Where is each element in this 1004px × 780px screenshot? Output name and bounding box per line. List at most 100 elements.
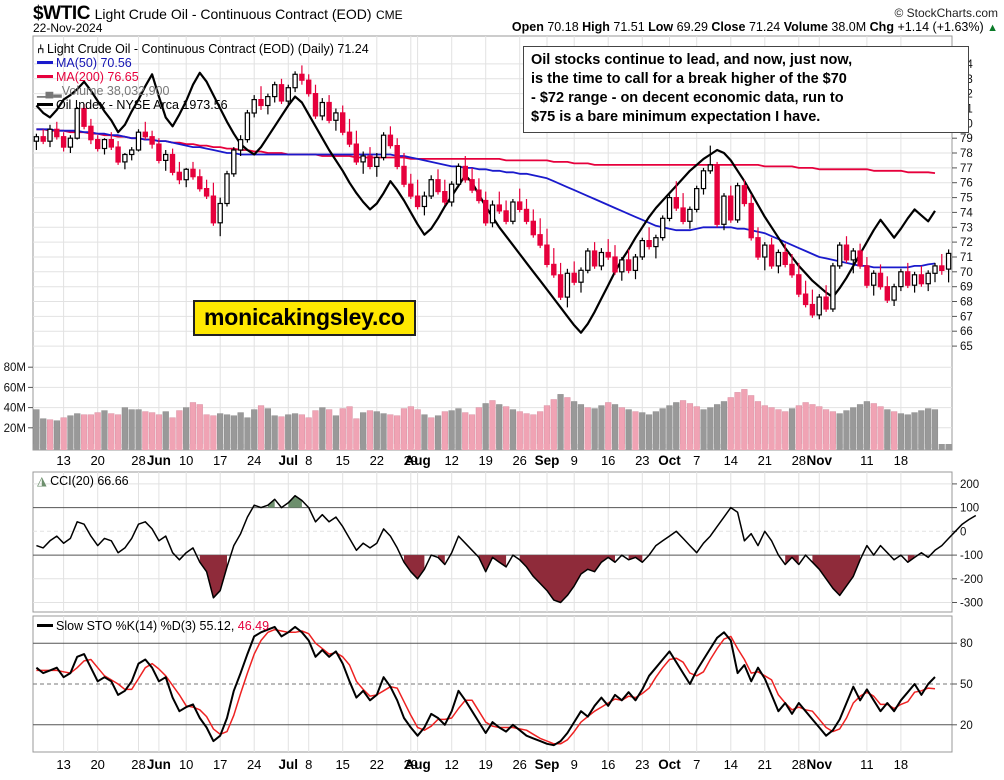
- sto-axis-label: 20: [960, 720, 973, 732]
- volume-bar: [264, 408, 271, 449]
- x-axis-date-label: Jun: [147, 757, 171, 772]
- volume-bar: [503, 406, 510, 449]
- candle-body: [748, 202, 754, 239]
- timeline-tick: [598, 444, 605, 450]
- volume-bar: [149, 412, 156, 449]
- volume-bar: [441, 411, 448, 449]
- x-axis-date-label: Nov: [807, 757, 833, 772]
- volume-bar: [121, 407, 128, 449]
- timeline-tick: [496, 444, 503, 450]
- timeline-tick: [475, 444, 482, 450]
- x-axis-date-label: 19: [478, 757, 492, 772]
- candle-body: [54, 128, 60, 138]
- volume-bar: [217, 413, 224, 449]
- volume-bar: [795, 405, 802, 449]
- candle-body: [299, 73, 305, 81]
- timeline-tick: [169, 444, 176, 450]
- candle-body: [380, 134, 387, 159]
- candle-body: [448, 183, 455, 203]
- candle-body: [387, 134, 394, 147]
- price-axis-label: 78: [960, 148, 973, 160]
- volume-bar: [816, 406, 823, 449]
- volume-bar: [679, 400, 687, 449]
- x-axis-date-label: 9: [571, 453, 578, 468]
- cci-panel: [32, 471, 953, 613]
- open-value: 70.18: [547, 20, 579, 34]
- timeline-tick: [40, 444, 47, 450]
- volume-bar: [611, 404, 619, 449]
- candle-body: [639, 240, 646, 258]
- cci-panel-legend: ◮ CCI(20) 66.66: [37, 474, 129, 488]
- timeline-tick: [60, 444, 67, 450]
- legend-cci-label: CCI(20) 66.66: [50, 474, 129, 488]
- candle-body: [115, 146, 121, 163]
- annotation-callout: Oil stocks continue to lead, and now, ju…: [523, 46, 969, 133]
- timeline-tick: [135, 444, 142, 450]
- timeline-tick: [720, 444, 727, 450]
- candle-body: [768, 244, 775, 267]
- stockcharts-brand: © StockCharts.com: [894, 6, 998, 20]
- volume-axis-label: 80M: [4, 362, 26, 374]
- timeline-tick: [897, 444, 904, 450]
- volume-bar: [700, 409, 707, 449]
- legend-series-title: Light Crude Oil - Continuous Contract (E…: [47, 42, 369, 56]
- x-axis-date-label: 20: [90, 453, 104, 468]
- volume-bar: [278, 416, 285, 449]
- x-axis-date-label: Oct: [658, 757, 681, 772]
- timeline-tick: [863, 444, 870, 450]
- candle-body: [67, 137, 74, 148]
- volume-bar: [94, 412, 101, 449]
- volume-bar: [434, 415, 442, 449]
- cci-axis-label: -100: [960, 550, 983, 562]
- ma50-color-swatch: [37, 61, 53, 65]
- candle-body: [557, 274, 564, 298]
- candlestick-series: [33, 65, 952, 320]
- timeline-tick: [414, 444, 421, 450]
- sto-panel-legend: Slow STO %K(14) %D(3) 55.12, 46.49: [37, 619, 269, 633]
- volume-bar: [87, 414, 94, 449]
- candle-body: [612, 256, 618, 273]
- volume-bar: [911, 412, 918, 449]
- timeline-tick: [380, 444, 387, 450]
- candle-body: [292, 73, 298, 89]
- timeline-tick: [823, 444, 830, 450]
- x-axis-date-label: 15: [335, 453, 349, 468]
- quote-date: 22-Nov-2024: [33, 21, 103, 35]
- volume-bar: [768, 407, 775, 449]
- volume-axis-label: 60M: [4, 382, 26, 394]
- candle-body: [680, 207, 686, 222]
- candle-body: [823, 296, 829, 310]
- cci-area-icon: ◮: [37, 474, 47, 488]
- legend-ma50-row: MA(50) 70.56: [37, 56, 369, 70]
- candle-body: [435, 179, 441, 193]
- legend-volume-label: Volume 38,032,900: [61, 84, 170, 98]
- candle-body: [775, 251, 782, 267]
- candle-body: [217, 202, 223, 224]
- volume-bar: [543, 405, 551, 449]
- price-axis-label: 70: [960, 267, 973, 279]
- timeline-tick: [931, 444, 938, 450]
- candle-body: [516, 201, 523, 211]
- timeline-tick: [523, 444, 530, 450]
- volume-bar: [693, 406, 700, 449]
- volume-bar: [741, 389, 748, 449]
- candle-body: [108, 139, 114, 148]
- volume-bar: [108, 413, 115, 449]
- x-axis-date-label: 10: [179, 453, 193, 468]
- x-axis-date-label: 7: [693, 453, 700, 468]
- timeline-tick: [346, 444, 353, 450]
- timeline-tick: [155, 444, 162, 450]
- timeline-tick: [67, 444, 74, 450]
- x-axis-date-label: 28: [792, 453, 806, 468]
- cci-axis-label: 0: [960, 526, 966, 538]
- timeline-tick: [400, 444, 407, 450]
- low-value: 69.29: [676, 20, 708, 34]
- volume-bar: [870, 403, 877, 449]
- timeline-tick: [312, 444, 319, 450]
- candle-body: [251, 98, 257, 114]
- candle-body: [237, 139, 244, 151]
- timeline-tick: [271, 444, 278, 450]
- volume-bar: [210, 415, 217, 449]
- timeline-tick: [727, 444, 734, 450]
- timeline-tick: [292, 444, 299, 450]
